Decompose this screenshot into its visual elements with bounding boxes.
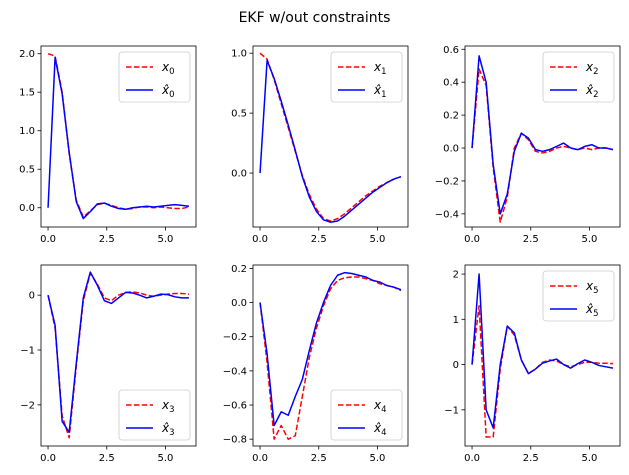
y-tick-label: 0.2: [231, 264, 247, 275]
legend-box: [542, 270, 615, 322]
legend-box: [330, 389, 403, 441]
legend-box: [330, 51, 403, 103]
x-tick-label: 2.5: [99, 234, 115, 245]
legend-label: x̂4: [373, 421, 387, 438]
y-tick-label: 0.2: [443, 111, 459, 122]
legend-label: x0: [161, 60, 175, 77]
axes-frame-1: [252, 45, 409, 228]
y-tick-label: −2: [20, 400, 35, 411]
y-tick-label: 2: [453, 270, 459, 281]
legend-label: x̂3: [161, 421, 175, 438]
legend-label: x5: [585, 279, 599, 296]
y-tick-label: −1: [444, 405, 459, 416]
y-tick-label: 0.5: [19, 165, 35, 176]
x-tick-label: 5.0: [582, 453, 598, 464]
legend-box: [118, 389, 191, 441]
y-tick-label: −0.4: [223, 366, 247, 377]
x-tick-label: 5.0: [158, 234, 174, 245]
legend-label: x2: [585, 60, 599, 77]
series-group-1: [259, 52, 402, 223]
x-tick-label: 5.0: [370, 453, 386, 464]
y-tick-label: 0: [453, 360, 459, 371]
x-tick-label: 0.0: [252, 234, 268, 245]
x-tick-label: 0.0: [40, 453, 56, 464]
y-tick-label: −0.6: [223, 401, 247, 412]
x-tick-label: 0.0: [252, 453, 268, 464]
legend-label: x4: [373, 398, 387, 415]
x-tick-label: 5.0: [158, 453, 174, 464]
legend-box: [118, 51, 191, 103]
y-tick-label: −0.2: [435, 176, 459, 187]
series-group-4: [259, 271, 402, 440]
y-tick-label: 0.0: [443, 144, 459, 155]
y-tick-label: −0.2: [223, 332, 247, 343]
legend-label: x̂5: [585, 302, 599, 319]
axes-frame-4: [252, 264, 409, 447]
legend-0: x0x̂0: [118, 51, 191, 103]
x-tick-label: 0.0: [464, 234, 480, 245]
legend-label: x1: [373, 60, 387, 77]
series-group-2: [471, 55, 614, 223]
y-tick-label: −1: [20, 346, 35, 357]
y-tick-label: 1.5: [19, 88, 35, 99]
x-tick-label: 2.5: [311, 453, 327, 464]
y-tick-label: 0.4: [443, 78, 459, 89]
y-tick-label: 0.0: [231, 169, 247, 180]
legend-label: x̂2: [585, 83, 599, 100]
y-tick-label: 0: [29, 291, 35, 302]
legend-3: x3x̂3: [118, 389, 191, 441]
x-tick-label: 2.5: [99, 453, 115, 464]
legend-label: x̂1: [373, 83, 387, 100]
legend-1: x1x̂1: [330, 51, 403, 103]
y-tick-label: 1.0: [19, 126, 35, 137]
axes-frame-2: [464, 45, 621, 228]
y-tick-label: 0.0: [231, 298, 247, 309]
y-tick-label: 2.0: [19, 49, 35, 60]
y-tick-label: −0.8: [223, 435, 247, 446]
x-tick-label: 5.0: [582, 234, 598, 245]
x-tick-label: 0.0: [464, 453, 480, 464]
estimate-line-2: [471, 55, 614, 215]
axes-frame-5: [464, 264, 621, 447]
legend-label: x3: [161, 398, 175, 415]
legend-4: x4x̂4: [330, 389, 403, 441]
legend-5: x5x̂5: [542, 270, 615, 322]
estimate-line-1: [259, 59, 402, 223]
series-group-5: [471, 273, 614, 438]
x-tick-label: 2.5: [523, 453, 539, 464]
y-tick-label: 0.5: [231, 109, 247, 120]
y-tick-label: −0.4: [435, 209, 459, 220]
x-tick-label: 5.0: [370, 234, 386, 245]
y-tick-label: 0.6: [443, 45, 459, 56]
y-tick-label: 1.0: [231, 49, 247, 60]
axes-frame-3: [40, 264, 197, 447]
y-tick-label: 0.0: [19, 203, 35, 214]
estimate-line-0: [47, 56, 190, 220]
y-tick-label: 1: [453, 315, 459, 326]
estimate-line-5: [471, 273, 614, 429]
axes-frame-0: [40, 45, 197, 228]
legend-box: [542, 51, 615, 103]
legend-2: x2x̂2: [542, 51, 615, 103]
series-group-3: [47, 271, 190, 439]
x-tick-label: 2.5: [311, 234, 327, 245]
series-group-0: [47, 52, 190, 220]
x-tick-label: 0.0: [40, 234, 56, 245]
estimate-line-3: [47, 271, 189, 434]
true-state-line-4: [259, 276, 402, 440]
x-tick-label: 2.5: [523, 234, 539, 245]
figure-suptitle: EKF w/out constraints: [239, 10, 391, 26]
legend-label: x̂0: [161, 83, 175, 100]
estimate-line-4: [259, 271, 402, 427]
